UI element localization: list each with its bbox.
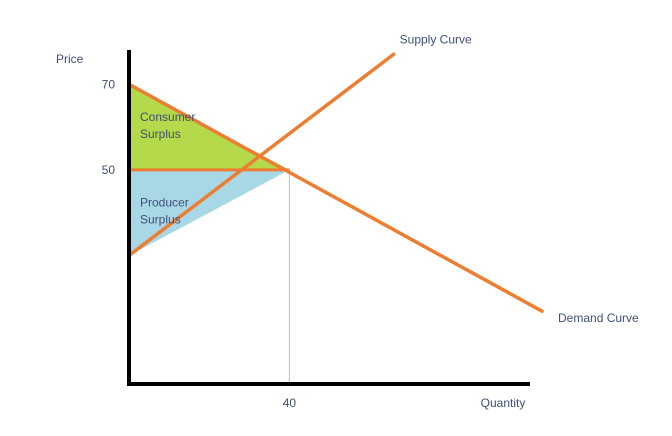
x-tick-label: 40 (283, 396, 297, 410)
consumer-surplus-label-line: Surplus (140, 127, 181, 141)
supply-curve-line (127, 52, 396, 258)
y-axis-title: Price (56, 52, 84, 66)
demand-curve-label: Demand Curve (558, 311, 639, 325)
producer-surplus-label-line: Producer (140, 196, 189, 210)
consumer-surplus-label-line: Consumer (140, 110, 195, 124)
x-axis-title: Quantity (481, 396, 526, 410)
y-tick-label: 70 (102, 77, 116, 91)
supply-curve-label: Supply Curve (400, 32, 472, 46)
y-tick-label: 50 (102, 163, 116, 177)
producer-surplus-region (129, 169, 290, 256)
demand-curve-line (127, 82, 544, 313)
producer-surplus-label-line: Surplus (140, 213, 181, 227)
